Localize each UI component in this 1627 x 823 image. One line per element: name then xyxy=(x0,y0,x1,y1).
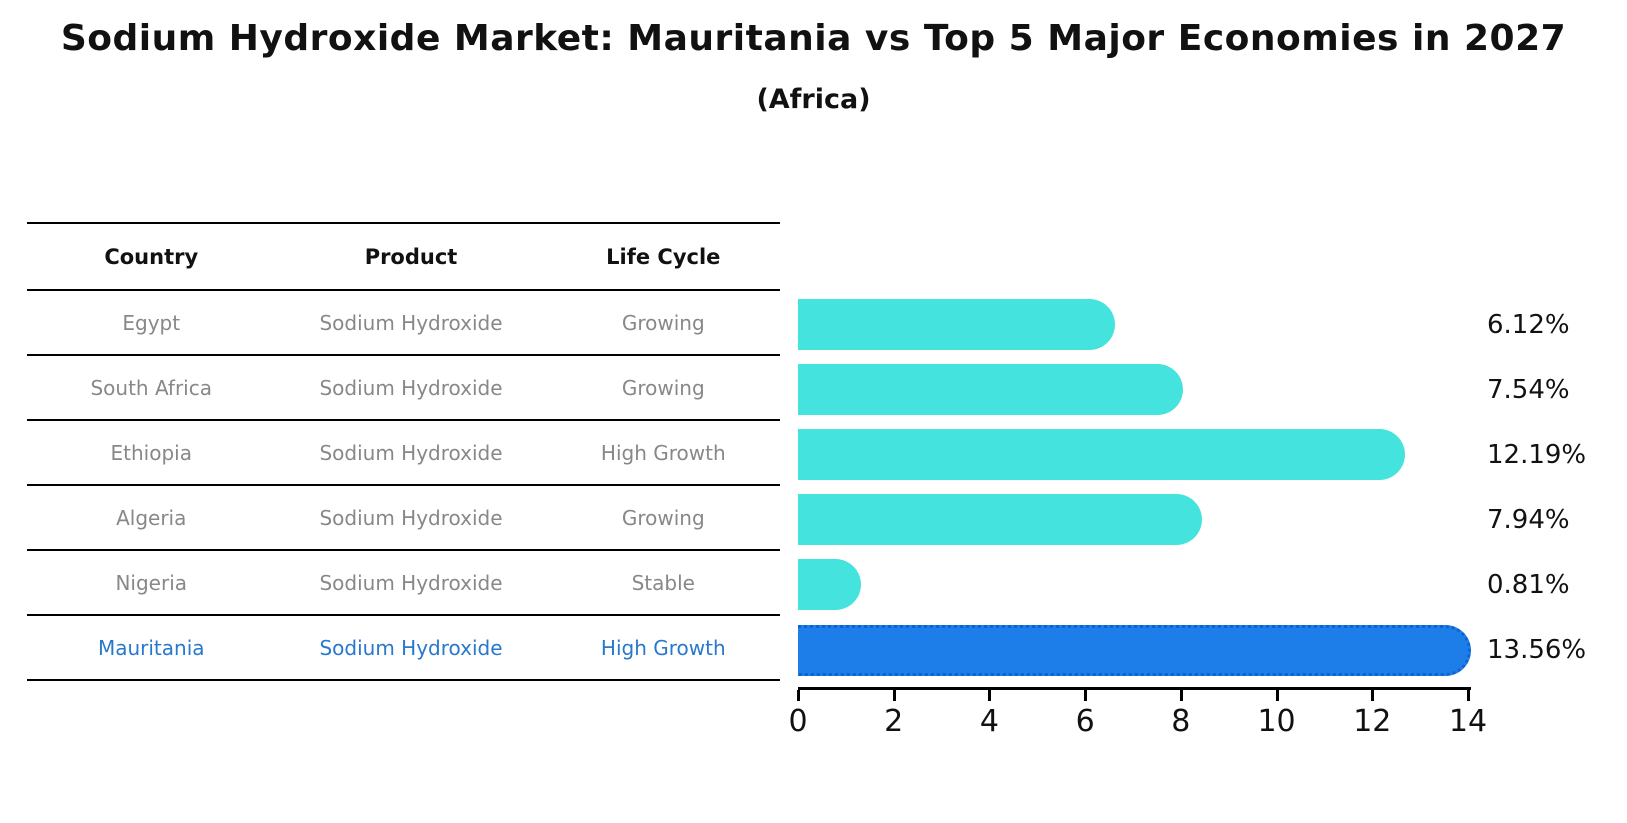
x-axis-line xyxy=(798,687,1471,690)
x-tick xyxy=(1084,690,1088,701)
column-header-lifecycle: Life Cycle xyxy=(606,244,721,269)
cell-country: Ethiopia xyxy=(110,440,192,465)
cell-country: Nigeria xyxy=(115,570,188,595)
cell-product: Sodium Hydroxide xyxy=(319,505,503,530)
bar-value-label: 0.81% xyxy=(1487,569,1570,600)
x-tick xyxy=(1467,690,1470,701)
cell-lifecycle: High Growth xyxy=(600,635,726,660)
bar-value-label: 12.19% xyxy=(1487,439,1587,470)
cell-lifecycle: High Growth xyxy=(600,440,726,465)
chart-title: Sodium Hydroxide Market: Mauritania vs T… xyxy=(60,18,1567,59)
table-row: South Africa Sodium Hydroxide Growing xyxy=(27,355,780,420)
cell-product: Sodium Hydroxide xyxy=(319,310,503,335)
country-table: Country Product Life Cycle Egypt Sodium … xyxy=(27,222,780,681)
chart-subtitle: (Africa) xyxy=(756,84,871,115)
x-tick-label: 4 xyxy=(979,704,999,739)
cell-product: Sodium Hydroxide xyxy=(319,440,503,465)
cell-lifecycle: Growing xyxy=(621,375,705,400)
x-tick xyxy=(892,690,896,701)
x-tick xyxy=(797,690,800,701)
bar-mauritania xyxy=(798,624,1471,676)
cell-product: Sodium Hydroxide xyxy=(319,375,503,400)
cell-country: Mauritania xyxy=(97,635,205,660)
bar-value-label: 6.12% xyxy=(1487,309,1570,340)
cell-country: Egypt xyxy=(122,310,181,335)
table-row-highlighted: Mauritania Sodium Hydroxide High Growth xyxy=(27,615,780,680)
bar-value-label: 7.54% xyxy=(1487,374,1570,405)
cell-country: Algeria xyxy=(116,505,187,530)
x-tick xyxy=(1275,690,1279,701)
bar-value-label: 13.56% xyxy=(1487,635,1587,665)
x-tick-label: 14 xyxy=(1448,704,1488,739)
bar-south-africa xyxy=(798,364,1183,416)
table-row: Ethiopia Sodium Hydroxide High Growth xyxy=(27,420,780,485)
bar-value-label: 7.94% xyxy=(1487,504,1570,535)
x-tick-label: 10 xyxy=(1257,704,1296,739)
bar-ethiopia xyxy=(798,429,1406,481)
cell-lifecycle: Stable xyxy=(631,570,695,595)
x-tick xyxy=(1371,690,1375,701)
table-row: Egypt Sodium Hydroxide Growing xyxy=(27,290,780,355)
table-row: Algeria Sodium Hydroxide Growing xyxy=(27,485,780,550)
cell-lifecycle: Growing xyxy=(621,505,705,530)
cell-product: Sodium Hydroxide xyxy=(319,570,503,595)
x-tick-label: 2 xyxy=(884,704,904,739)
column-header-country: Country xyxy=(104,244,199,269)
cell-lifecycle: Growing xyxy=(621,310,705,335)
cell-product: Sodium Hydroxide xyxy=(319,635,503,660)
table-row: Nigeria Sodium Hydroxide Stable xyxy=(27,550,780,615)
column-header-product: Product xyxy=(364,244,458,269)
x-tick-label: 6 xyxy=(1075,704,1095,739)
x-tick-label: 8 xyxy=(1171,704,1191,739)
bar-nigeria xyxy=(798,559,861,611)
table-header-row: Country Product Life Cycle xyxy=(27,223,780,290)
bar-egypt xyxy=(798,299,1115,350)
bar-algeria xyxy=(798,494,1202,546)
x-tick-label: 0 xyxy=(788,704,808,739)
x-tick xyxy=(1179,690,1183,701)
cell-country: South Africa xyxy=(90,375,212,400)
x-tick-label: 12 xyxy=(1353,704,1392,739)
x-tick xyxy=(988,690,992,701)
